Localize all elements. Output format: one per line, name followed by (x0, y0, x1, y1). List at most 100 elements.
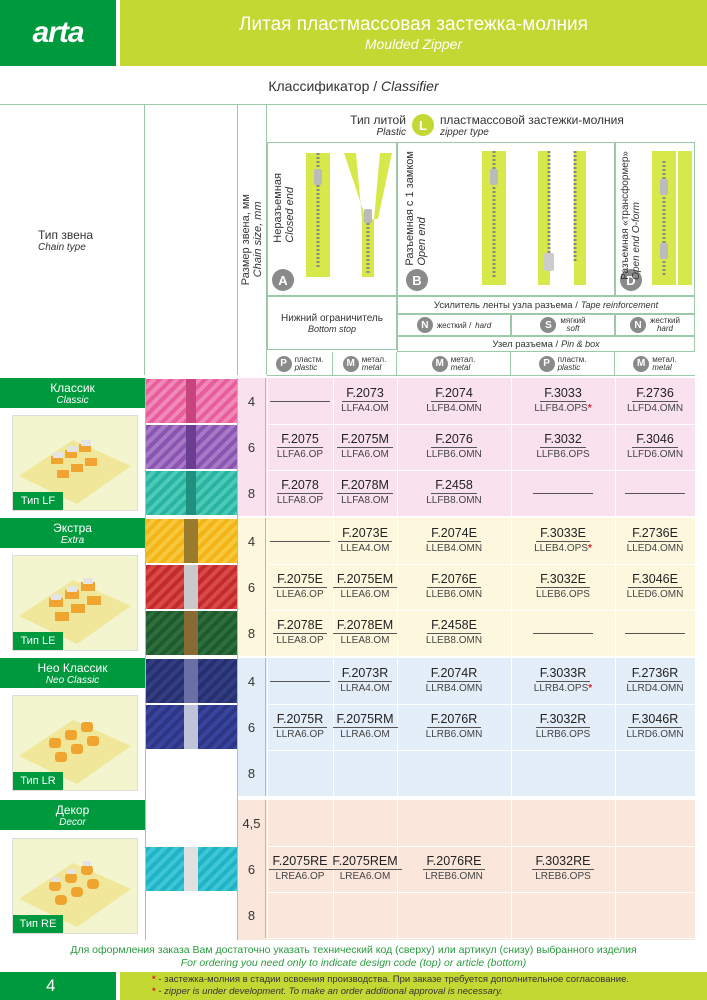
pin-box-header: Узел разъема / Pin & box (397, 336, 695, 352)
chain-lf-illustration (19, 440, 131, 504)
product-cell: F.3032 LLFB6.OPS (511, 424, 615, 470)
empty-dash (270, 400, 330, 402)
material-en: plastic (557, 362, 581, 372)
swatch-teal (146, 471, 237, 515)
tape-soft: S мягкий soft (511, 314, 615, 336)
swatch-navy (146, 659, 237, 703)
type-label: Тип RE (13, 915, 63, 933)
letter-d-badge: D (620, 269, 642, 291)
design-code: F.2075RE (268, 854, 332, 870)
material-cell: M метал. metal (615, 352, 695, 375)
product-cell: F.2075REM LREA6.OM (328, 846, 402, 892)
materials-row: P пластм. plastic M метал. metal M метал. m… (267, 352, 695, 376)
product-cell: F.2736 LLFD4.OMN (615, 378, 695, 424)
chain-size-cell: 6 (238, 846, 266, 892)
material-en: plastic (294, 362, 318, 372)
heading-rule (0, 104, 707, 105)
star-mark: * (587, 403, 592, 414)
grid-line (267, 564, 695, 565)
size-bg-neo (238, 658, 267, 796)
material-ru: метал. (652, 354, 677, 364)
grid-line (267, 658, 268, 796)
article-code: LLRA6.OP (276, 729, 324, 740)
grid-line (267, 892, 695, 893)
product-cell: F.3032E LLEB6.OPS (511, 564, 615, 610)
page-number-block: 4 (0, 972, 116, 1000)
grid-line (267, 750, 695, 751)
grid-line (615, 518, 616, 656)
letter-s-badge: S (540, 317, 557, 333)
product-cell (615, 846, 695, 892)
swatch-green (146, 611, 237, 655)
product-cell (511, 610, 615, 656)
group-name-ru: Классик (50, 380, 95, 395)
chain-size-label-en: Chain size, mm (252, 202, 264, 278)
bottom-stop-header: Нижний ограничитель Bottom stop (267, 296, 397, 350)
chain-size-cell: 4 (238, 518, 266, 564)
letter-a-badge: A (272, 269, 294, 291)
classifier-en: Classifier (381, 78, 439, 94)
empty-dash (625, 492, 685, 494)
product-cell (511, 470, 615, 516)
material-ru: метал. (450, 354, 476, 364)
transformer-zipper-image (652, 151, 692, 285)
swatch-column-border (145, 378, 238, 940)
product-cell: F.2076E LLEB6.OMN (397, 564, 511, 610)
group-name-ru: Нео Классик (37, 660, 108, 675)
design-code: F.3032 (540, 432, 586, 448)
article-code: LLFD6.OMN (626, 449, 684, 460)
design-code: F.2073 (342, 386, 388, 402)
logo-block: arta (0, 0, 116, 66)
article-code: LLRA6.OM (340, 729, 390, 740)
product-cell: F.2078E LLEA8.OP (267, 610, 333, 656)
zipper-type-ru2: пластмассовой застежки-молния (439, 112, 624, 127)
grid-line (267, 378, 268, 516)
chain-image-re: Тип RE (12, 838, 138, 934)
grid-line (267, 800, 268, 940)
article-code: LREA6.OP (275, 871, 325, 882)
empty-dash (270, 540, 330, 542)
group-label-classic: Классик Classic (0, 378, 145, 408)
design-code: F.2074E (427, 526, 481, 542)
variant-d-panel: D Разъемная «трансформер» Open end O-for… (615, 142, 695, 296)
design-code: F.3032E (536, 572, 590, 588)
grid-line (333, 378, 334, 516)
article-code: LREB6.OMN (425, 871, 483, 882)
grid-line (267, 846, 695, 847)
article-code: LLFA8.OM (341, 495, 389, 506)
design-code: F.3032RE (531, 854, 595, 870)
article-code: LLFB8.OMN (426, 495, 482, 506)
design-code: F.3033 (540, 386, 586, 402)
swatch-purple (146, 425, 237, 469)
zipper-type-en2: zipper type (439, 126, 489, 138)
product-cell (615, 610, 695, 656)
chain-image-lr: Тип LR (12, 695, 138, 791)
product-cell: F.2736R LLRD4.OMN (615, 658, 695, 704)
swatch-red (146, 565, 237, 609)
letter-n-badge: N (630, 317, 647, 333)
product-cell: F.2075EM LLEA6.OM (332, 564, 398, 610)
variant-a-panel: A Неразъемная Closed end (267, 142, 397, 296)
letter-l-badge: L (411, 114, 434, 136)
grid-line (511, 378, 512, 516)
bottom-stop-en: Bottom stop (307, 323, 357, 334)
grid-line (397, 800, 398, 940)
empty-dash (533, 492, 593, 494)
chain-type-label: Тип звена (38, 227, 94, 242)
order-note-en: For ordering you need only to indicate d… (180, 957, 527, 969)
type-label: Тип LE (13, 632, 63, 650)
design-code: F.2074R (426, 666, 482, 682)
article-code: LLED6.OMN (626, 589, 684, 600)
product-cell: F.2075 LLFA6.OP (267, 424, 333, 470)
open-zipper-image (482, 151, 586, 285)
chain-size-label: Размер звена, мм (240, 194, 252, 286)
grid-line (615, 378, 616, 516)
empty-dash (533, 632, 593, 634)
product-cell: F.2073 LLFA4.OM (333, 378, 397, 424)
tape-header: Усилитель ленты узла разъема / Tape rein… (397, 296, 695, 314)
grid-line (397, 658, 398, 796)
product-cell: F.3046 LLFD6.OMN (615, 424, 695, 470)
tape-type-ru: жесткий (650, 316, 680, 325)
design-code: F.2458E (427, 618, 481, 634)
tape-ru: Усилитель ленты узла разъема / (433, 299, 578, 311)
